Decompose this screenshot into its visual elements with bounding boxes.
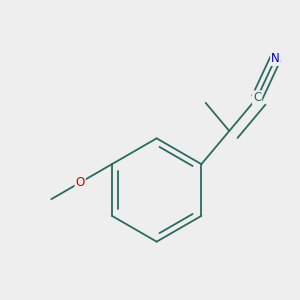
Text: O: O (76, 176, 85, 189)
Text: N: N (271, 52, 280, 65)
Text: C: C (253, 91, 261, 104)
